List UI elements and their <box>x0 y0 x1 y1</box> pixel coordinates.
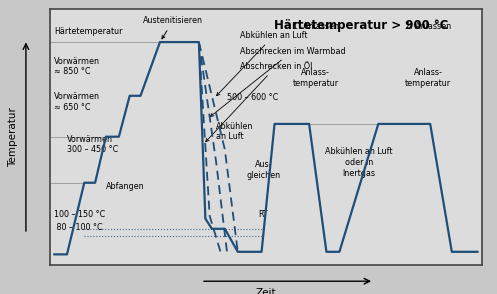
Text: Vorwärmen
≈ 650 °C: Vorwärmen ≈ 650 °C <box>54 93 100 112</box>
Text: Härtetemperatur: Härtetemperatur <box>54 27 123 36</box>
Text: Temperatur: Temperatur <box>8 107 18 167</box>
Text: Vorwärmen
300 – 450 °C: Vorwärmen 300 – 450 °C <box>67 135 118 154</box>
Text: 80 – 100 °C: 80 – 100 °C <box>54 223 103 232</box>
Text: Abkühlen an Luft
oder in
Inertgas: Abkühlen an Luft oder in Inertgas <box>325 147 393 178</box>
Text: 1. Anlassen: 1. Anlassen <box>293 22 338 31</box>
Text: Abkühlen an Luft: Abkühlen an Luft <box>217 31 308 96</box>
Text: 2. Anlassen: 2. Anlassen <box>405 22 451 31</box>
Text: Anlass-
temperatur: Anlass- temperatur <box>405 68 451 88</box>
Text: Abschrecken in Öl: Abschrecken in Öl <box>206 62 312 142</box>
Text: RT: RT <box>258 210 268 219</box>
Text: Austenitisieren: Austenitisieren <box>143 16 203 39</box>
Text: 500 – 600 °C: 500 – 600 °C <box>227 93 278 101</box>
Text: Vorwärmen
≈ 850 °C: Vorwärmen ≈ 850 °C <box>54 57 100 76</box>
Text: Abschrecken im Warmbad: Abschrecken im Warmbad <box>210 46 345 116</box>
Text: Zeit: Zeit <box>255 288 276 294</box>
Text: Abfangen: Abfangen <box>106 182 145 191</box>
Text: Anlass-
temperatur: Anlass- temperatur <box>293 68 338 88</box>
Text: 100 – 150 °C: 100 – 150 °C <box>54 210 105 219</box>
Text: Härtetemperatur > 900 °C: Härtetemperatur > 900 °C <box>274 19 448 32</box>
Text: Abkühlen
an Luft: Abkühlen an Luft <box>216 122 253 141</box>
Text: Aus-
gleichen: Aus- gleichen <box>246 160 280 180</box>
